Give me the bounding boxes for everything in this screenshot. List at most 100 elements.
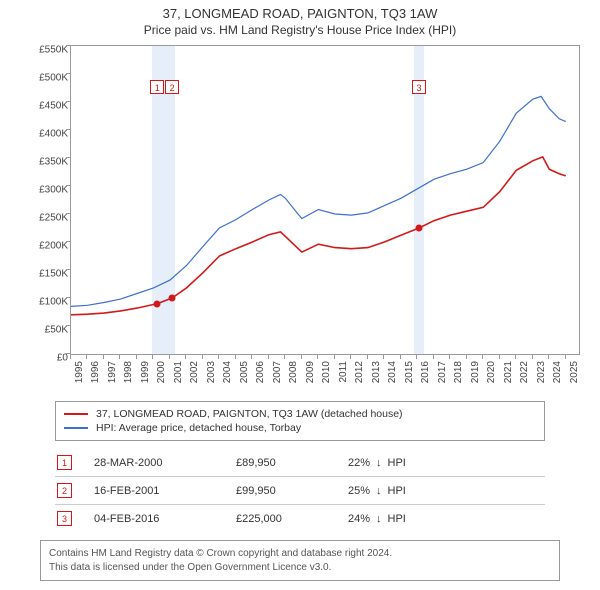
x-tick [136,355,137,359]
sale-row: 3 04-FEB-2016 £225,000 24%↓HPI [55,505,545,532]
y-tick [66,353,70,354]
sale-index-box: 1 [57,455,72,470]
x-tick [334,355,335,359]
y-tick [66,241,70,242]
y-tick-label: £450K [20,101,68,112]
y-tick [66,213,70,214]
x-tick-label: 2021 [503,361,514,383]
x-tick-label: 2006 [255,361,266,383]
y-tick [66,185,70,186]
sale-row: 1 28-MAR-2000 £89,950 22%↓HPI [55,449,545,476]
x-tick-label: 2008 [288,361,299,383]
sale-row: 2 16-FEB-2001 £99,950 25%↓HPI [55,477,545,504]
x-tick-label: 2019 [470,361,481,383]
y-tick-label: £500K [20,73,68,84]
x-tick-label: 2022 [519,361,530,383]
x-tick-label: 2015 [404,361,415,383]
sale-date: 04-FEB-2016 [94,513,214,525]
sale-price: £99,950 [236,485,326,497]
x-tick [185,355,186,359]
x-tick [350,355,351,359]
x-tick [532,355,533,359]
sale-point [416,225,423,232]
x-tick [565,355,566,359]
x-tick [449,355,450,359]
x-tick-label: 2002 [189,361,200,383]
y-tick [66,45,70,46]
x-tick-label: 2005 [239,361,250,383]
y-tick-label: £300K [20,185,68,196]
legend-item: 37, LONGMEAD ROAD, PAIGNTON, TQ3 1AW (de… [64,408,536,420]
x-tick [367,355,368,359]
y-tick [66,297,70,298]
x-tick [86,355,87,359]
x-tick-label: 2017 [437,361,448,383]
x-tick [169,355,170,359]
sale-price: £225,000 [236,513,326,525]
x-tick-label: 1999 [140,361,151,383]
x-tick-label: 2007 [272,361,283,383]
x-tick [416,355,417,359]
x-tick [548,355,549,359]
x-tick [268,355,269,359]
sale-date: 16-FEB-2001 [94,485,214,497]
y-tick [66,129,70,130]
x-tick-label: 2023 [536,361,547,383]
x-tick [103,355,104,359]
x-tick-label: 2025 [569,361,580,383]
x-tick-label: 2010 [321,361,332,383]
footer-attribution: Contains HM Land Registry data © Crown c… [40,540,560,581]
sale-diff: 24%↓HPI [348,513,406,525]
x-tick [466,355,467,359]
sale-point [169,295,176,302]
x-tick-label: 2012 [354,361,365,383]
y-tick-label: £250K [20,213,68,224]
x-tick [251,355,252,359]
sale-index-box: 2 [57,483,72,498]
x-tick-label: 2024 [552,361,563,383]
x-tick [400,355,401,359]
x-tick [70,355,71,359]
x-tick-label: 1997 [107,361,118,383]
legend-item: HPI: Average price, detached house, Torb… [64,422,536,434]
sales-table: 1 28-MAR-2000 £89,950 22%↓HPI 2 16-FEB-2001 £9… [55,449,545,532]
sale-diff: 25%↓HPI [348,485,406,497]
x-tick [317,355,318,359]
y-tick [66,101,70,102]
x-tick-label: 2016 [420,361,431,383]
sale-price: £89,950 [236,457,326,469]
page-subtitle: Price paid vs. HM Land Registry's House … [10,23,590,37]
chart-lines [71,46,579,354]
y-tick-label: £100K [20,297,68,308]
y-tick [66,73,70,74]
x-tick [515,355,516,359]
sale-diff: 22%↓HPI [348,457,406,469]
sale-index-box: 3 [57,511,72,526]
y-tick-label: £400K [20,129,68,140]
sale-marker-box: 3 [412,80,426,94]
series-hpi [71,96,566,306]
x-tick-label: 2004 [222,361,233,383]
legend-label: 37, LONGMEAD ROAD, PAIGNTON, TQ3 1AW (de… [96,408,403,420]
x-tick [284,355,285,359]
x-tick [202,355,203,359]
x-tick [218,355,219,359]
y-tick-label: £200K [20,241,68,252]
y-tick [66,157,70,158]
sale-date: 28-MAR-2000 [94,457,214,469]
x-tick [235,355,236,359]
chart-plot: 123 [70,45,580,355]
legend-swatch [64,427,88,429]
x-tick-label: 1998 [123,361,134,383]
legend-swatch [64,413,88,415]
x-tick [499,355,500,359]
sale-marker-box: 1 [150,80,164,94]
x-tick-label: 2009 [305,361,316,383]
x-tick [119,355,120,359]
x-tick-label: 2013 [371,361,382,383]
x-tick-label: 2018 [453,361,464,383]
x-tick [482,355,483,359]
y-tick [66,325,70,326]
y-tick-label: £150K [20,269,68,280]
x-tick-label: 1995 [74,361,85,383]
